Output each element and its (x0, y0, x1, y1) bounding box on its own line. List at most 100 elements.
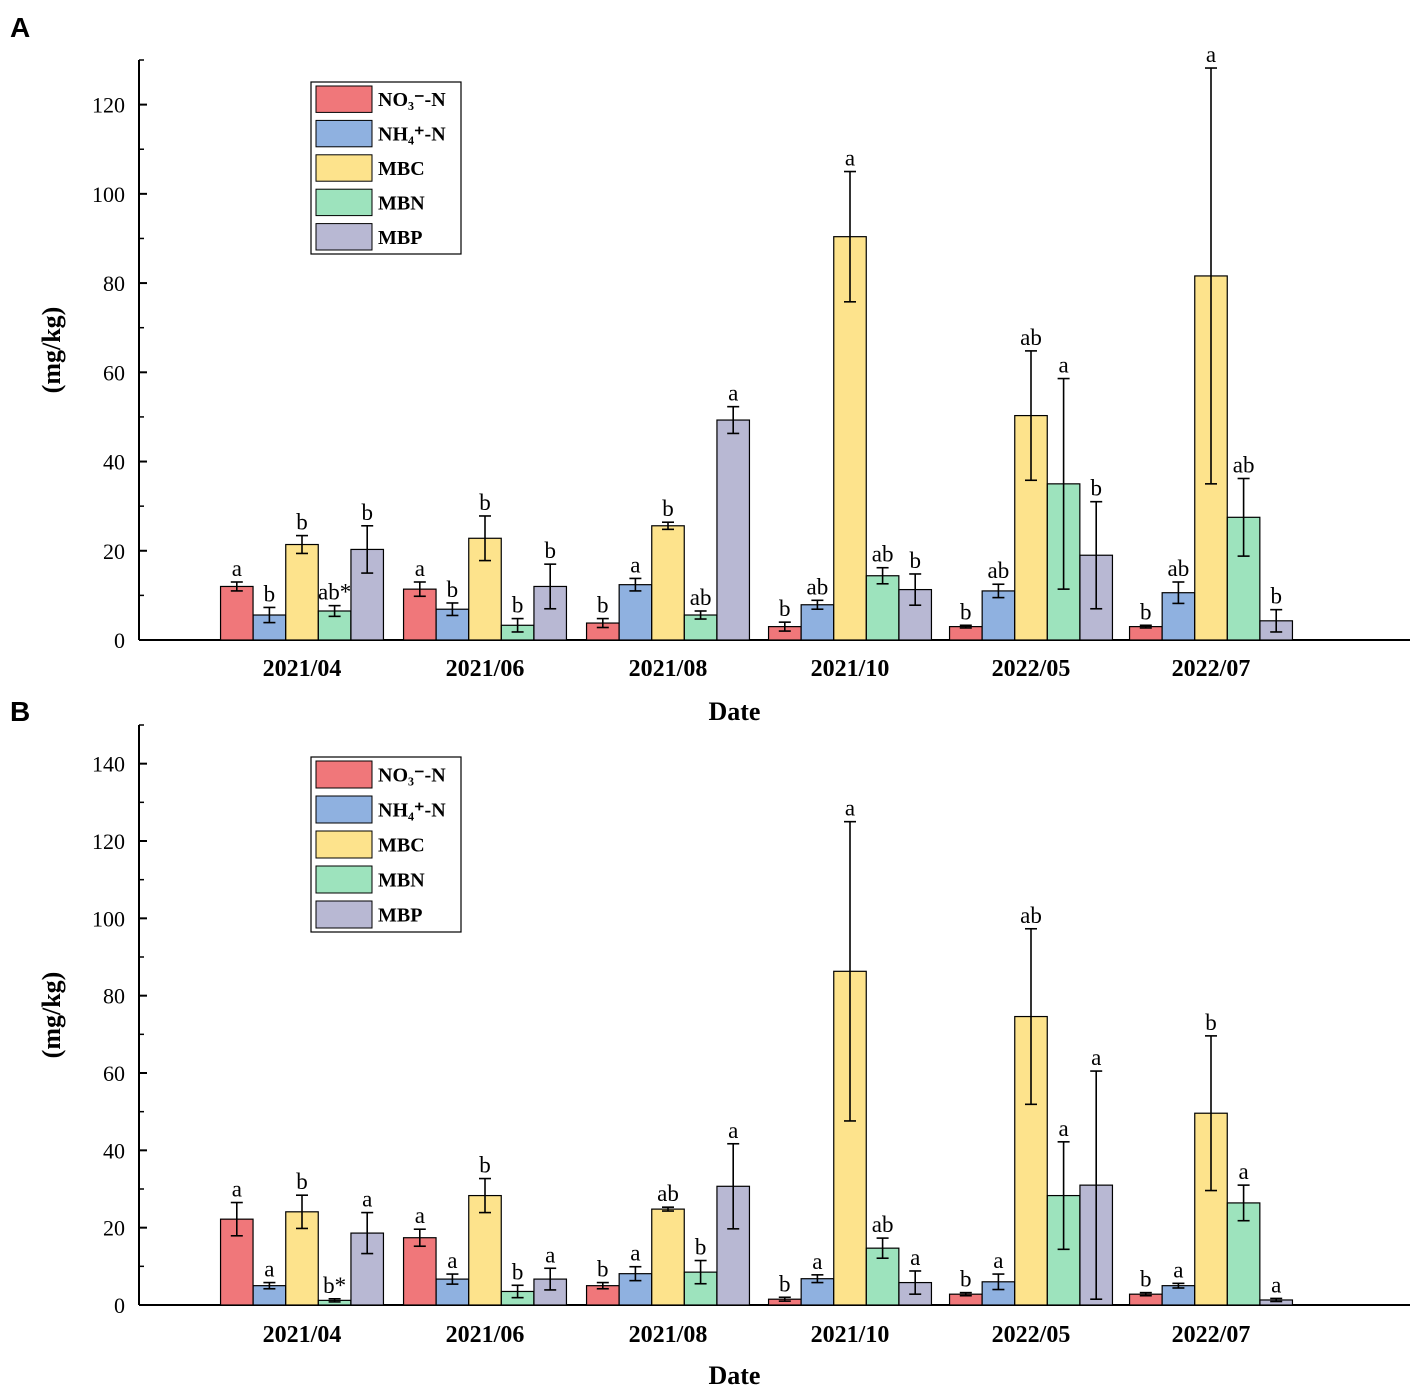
significance-label: ab (988, 558, 1010, 583)
bar (716, 419, 751, 641)
significance-label: a (993, 1248, 1003, 1273)
y-tick-label: 0 (114, 1293, 125, 1318)
y-tick-label: 60 (103, 1061, 125, 1086)
significance-label: b (1140, 599, 1152, 624)
chart-panel-a: 0 20 40 60 80 100 120 2021/04 2021/06 2021/08 2021… (37, 42, 1410, 726)
significance-label: a (264, 1257, 274, 1282)
significance-label: ab (872, 1212, 894, 1237)
significance-label: ab (1233, 452, 1255, 477)
bar (219, 585, 254, 641)
significance-label: b (1090, 476, 1102, 501)
x-category-label: 2021/06 (446, 1322, 525, 1348)
x-category-label: 2022/07 (1172, 1322, 1251, 1348)
significance-label: b (296, 1169, 308, 1194)
legend-label: MBC (378, 835, 425, 857)
x-category-label: 2022/05 (992, 656, 1071, 682)
significance-label: b (662, 496, 674, 521)
significance-label: b (296, 510, 308, 535)
x-category-label: 2021/08 (629, 656, 708, 682)
legend-label: NH₄⁺-N (378, 124, 446, 146)
y-tick-label: 100 (92, 182, 125, 207)
significance-label: a (845, 796, 855, 821)
legend-swatch (315, 865, 373, 894)
legend-swatch (315, 188, 373, 217)
legend-label: MBN (378, 192, 425, 214)
y-tick-label: 20 (103, 539, 125, 564)
significance-label: a (415, 1203, 425, 1228)
significance-label: a (415, 556, 425, 581)
legend-label: MBP (378, 905, 422, 927)
significance-label: a (812, 1249, 822, 1274)
legend-label: NO₃⁻-N (378, 765, 446, 787)
significance-label: b (512, 593, 524, 618)
significance-label: b (479, 1153, 491, 1178)
significance-label: b (779, 1271, 791, 1296)
significance-label: a (1271, 1272, 1281, 1297)
panel-label-a: A (10, 12, 31, 43)
y-tick-label: 80 (103, 984, 125, 1009)
y-tick-label: 60 (103, 360, 125, 385)
significance-label: b (447, 577, 459, 602)
x-category-label: 2021/10 (811, 656, 890, 682)
significance-label: a (1058, 353, 1068, 378)
significance-label: b (909, 548, 921, 573)
significance-label: ab (1020, 903, 1042, 928)
significance-label: a (362, 1187, 372, 1212)
x-category-label: 2021/04 (263, 1322, 342, 1348)
legend-swatch (315, 830, 373, 859)
bar (833, 236, 867, 641)
x-axis-title: Date (709, 1361, 761, 1390)
chart-panel-b: 0 20 40 60 80 100 120 140 2021/04 2021/06 2021/08 2… (37, 724, 1410, 1390)
significance-label: ab (1168, 556, 1190, 581)
x-category-label: 2021/08 (629, 1322, 708, 1348)
significance-label: a (1091, 1045, 1101, 1070)
significance-label: a (232, 1177, 242, 1202)
bar (651, 1208, 685, 1306)
significance-label: b (779, 596, 791, 621)
significance-label: ab (807, 574, 829, 599)
significance-label: b (960, 599, 972, 624)
legend-swatch (315, 900, 373, 929)
significance-label: a (728, 1118, 738, 1143)
y-tick-label: 40 (103, 1138, 125, 1163)
significance-label: a (728, 381, 738, 406)
significance-label: ab (872, 542, 894, 567)
significance-label: b (695, 1235, 707, 1260)
significance-label: b (1205, 1010, 1217, 1035)
y-tick-label: 120 (92, 93, 125, 118)
significance-label: b (597, 1257, 609, 1282)
significance-label: ab (1020, 325, 1042, 350)
significance-label: b (960, 1267, 972, 1292)
significance-label: ab (657, 1181, 679, 1206)
significance-label: b (479, 490, 491, 515)
y-axis-title: (mg/kg) (37, 972, 66, 1059)
legend-label: MBC (378, 158, 425, 180)
y-tick-label: 140 (92, 752, 125, 777)
y-tick-label: 0 (114, 628, 125, 653)
bar (618, 584, 653, 641)
x-category-label: 2021/04 (263, 656, 342, 682)
legend-swatch (315, 795, 373, 824)
bar (402, 588, 437, 641)
significance-label: ab* (318, 580, 351, 605)
panel-label-b: B (10, 696, 31, 727)
y-tick-label: 80 (103, 271, 125, 296)
significance-label: a (1058, 1116, 1068, 1141)
x-category-label: 2022/07 (1172, 656, 1251, 682)
significance-label: a (1238, 1159, 1248, 1184)
bar (468, 1194, 502, 1306)
legend-swatch (315, 119, 373, 148)
legend-label: NO₃⁻-N (378, 89, 446, 111)
bar (651, 525, 685, 641)
legend-swatch (315, 760, 373, 789)
significance-label: b (1140, 1267, 1152, 1292)
legend-label: MBN (378, 870, 425, 892)
significance-label: b (1270, 584, 1282, 609)
significance-label: b (544, 538, 556, 563)
significance-label: b (597, 593, 609, 618)
x-category-label: 2021/10 (811, 1322, 890, 1348)
significance-label: b* (323, 1273, 346, 1298)
significance-label: ab (690, 585, 712, 610)
y-tick-label: 100 (92, 906, 125, 931)
